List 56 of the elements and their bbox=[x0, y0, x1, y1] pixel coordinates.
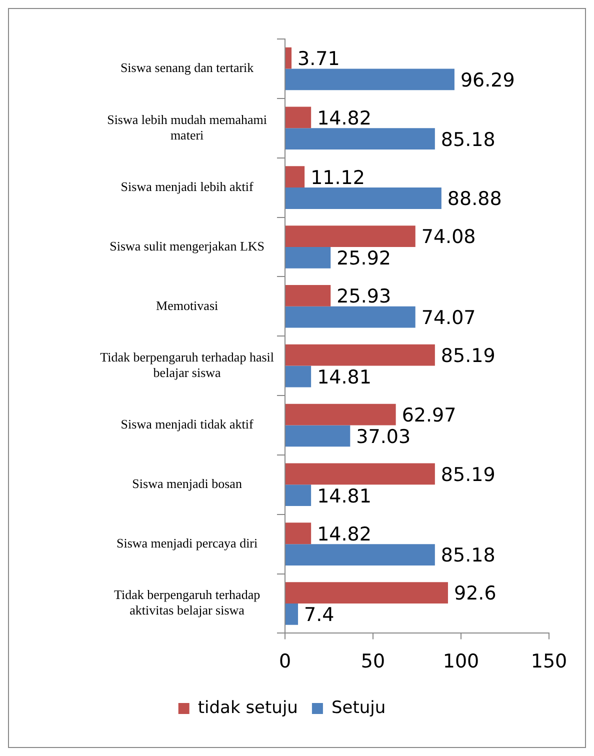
bar bbox=[286, 463, 435, 485]
bar bbox=[286, 306, 416, 328]
bar bbox=[286, 128, 435, 150]
y-tick-label: Siswa senang dan tertarik bbox=[120, 60, 254, 76]
y-tick-label: Siswa menjadi bosan bbox=[132, 476, 242, 492]
bar bbox=[286, 246, 331, 268]
bar bbox=[286, 285, 331, 306]
bar bbox=[286, 522, 312, 544]
bar bbox=[286, 68, 454, 90]
y-tick-label: Siswa sulit mengerjakan LKS bbox=[110, 238, 265, 254]
bar bbox=[286, 544, 435, 566]
y-tick-label: Siswa menjadi lebih aktif bbox=[120, 178, 254, 194]
bar bbox=[286, 366, 312, 388]
legend-label: Setuju bbox=[331, 698, 386, 718]
bar bbox=[286, 47, 292, 69]
bar bbox=[286, 166, 305, 188]
data-label: 62.97 bbox=[402, 404, 456, 426]
x-tick-label: 150 bbox=[530, 650, 568, 673]
x-tick-label: 0 bbox=[278, 650, 292, 673]
data-label: 11.12 bbox=[310, 166, 365, 189]
data-label: 92.6 bbox=[454, 582, 496, 605]
bar bbox=[286, 404, 396, 426]
bar bbox=[286, 603, 298, 625]
data-label: 74.07 bbox=[421, 307, 476, 330]
data-label: 14.81 bbox=[317, 366, 372, 388]
y-tick-label: Tidak berpengaruh terhadap aktivitas belajar siswa bbox=[114, 587, 260, 618]
data-label: 74.08 bbox=[421, 226, 476, 248]
data-label: 14.82 bbox=[317, 107, 372, 130]
bar bbox=[286, 484, 312, 506]
data-label: 96.29 bbox=[460, 69, 515, 92]
data-label: 85.19 bbox=[440, 345, 496, 368]
data-label: 85.19 bbox=[440, 464, 496, 486]
data-label: 37.03 bbox=[356, 426, 411, 448]
x-tick-label: 50 bbox=[360, 650, 386, 673]
bar bbox=[286, 344, 435, 366]
bar bbox=[286, 582, 448, 604]
bar bbox=[286, 106, 312, 128]
data-label: 25.92 bbox=[336, 248, 392, 270]
x-tick-label: 100 bbox=[442, 650, 480, 673]
y-tick-label: Siswa menjadi percaya diri bbox=[116, 535, 258, 550]
bar bbox=[286, 425, 350, 447]
data-label: 85.18 bbox=[440, 544, 496, 567]
legend-label: tidak setuju bbox=[198, 698, 298, 718]
data-label: 85.18 bbox=[440, 128, 496, 151]
data-label: 14.81 bbox=[317, 485, 372, 508]
y-tick-label: Siswa menjadi tidak aktif bbox=[120, 416, 254, 432]
y-tick-label: Tidak berpengaruh terhadap hasil belajar siswa bbox=[100, 349, 274, 380]
y-tick-label: Memotivasi bbox=[156, 298, 218, 313]
bar bbox=[286, 226, 416, 247]
data-label: 25.93 bbox=[336, 286, 392, 308]
bar bbox=[286, 188, 442, 209]
data-label: 14.82 bbox=[317, 523, 372, 546]
y-tick-label: Siswa lebih mudah memahami materi bbox=[107, 112, 268, 142]
data-label: 7.4 bbox=[304, 604, 334, 626]
data-label: 3.71 bbox=[298, 48, 340, 70]
data-label: 88.88 bbox=[447, 188, 502, 210]
